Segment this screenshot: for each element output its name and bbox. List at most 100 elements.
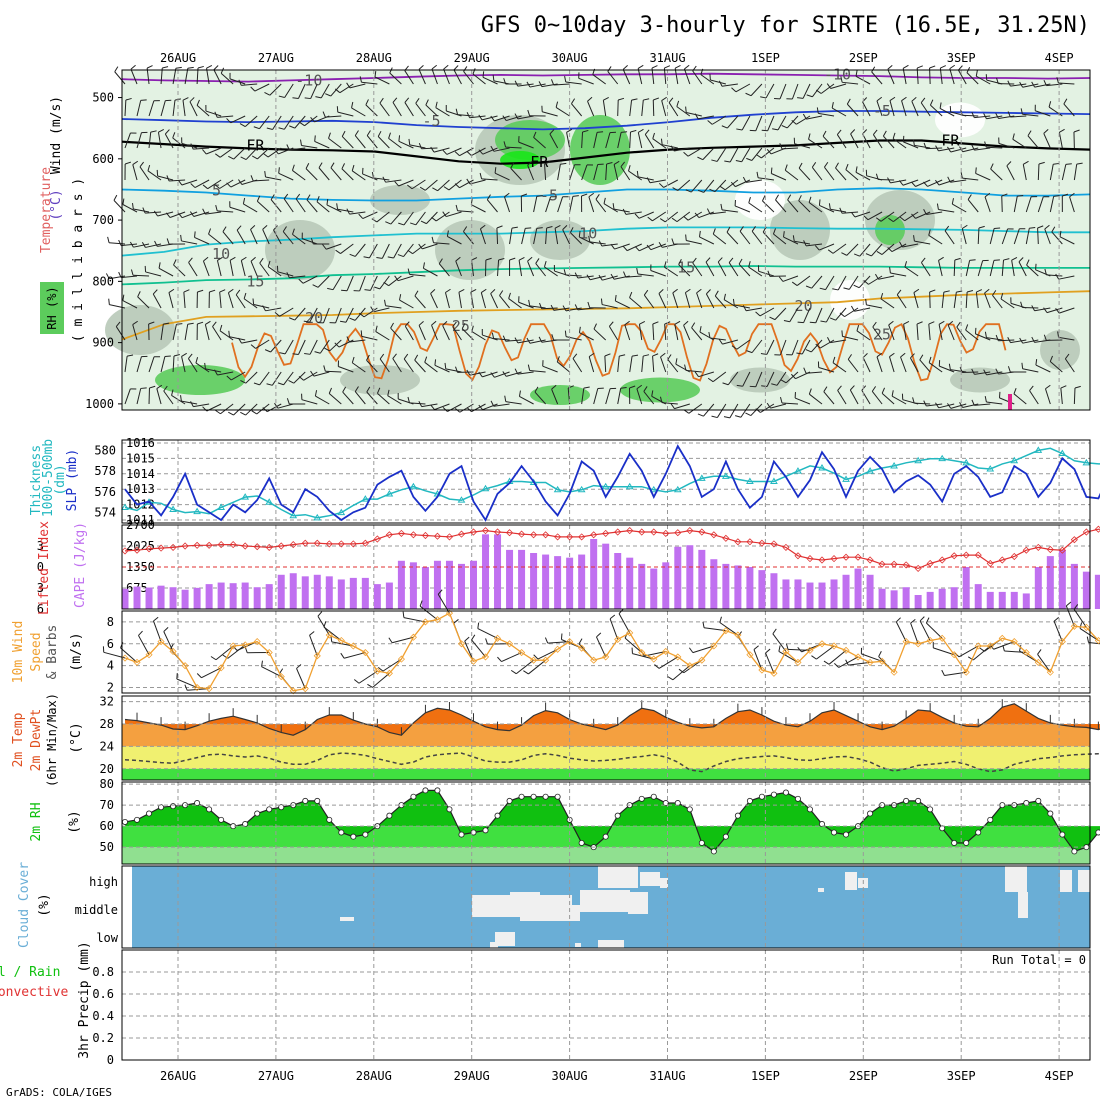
cape-bar <box>301 576 309 609</box>
wind-barb-flag <box>850 129 856 135</box>
wind-barb <box>1022 164 1027 181</box>
wind-barb-flag <box>630 129 637 133</box>
wind-barb <box>207 179 222 190</box>
wind-barb-flag <box>929 289 936 293</box>
wind-barb <box>753 649 763 671</box>
wind-barb-flag <box>971 368 975 375</box>
axis-label: (°C) <box>69 722 84 753</box>
wind-barb-flag <box>651 390 654 397</box>
wind-barb-flag <box>708 331 711 339</box>
wind-barb-flag <box>1007 366 1011 373</box>
wind-barb-flag <box>638 128 644 133</box>
wind-barb-flag <box>735 159 742 163</box>
cape-bar <box>518 549 526 609</box>
cloud-cell <box>628 892 648 914</box>
wind-barb <box>751 230 763 245</box>
wind-barb-flag <box>480 224 486 230</box>
wind-barb-flag <box>1055 273 1060 280</box>
wind-barb <box>267 266 282 277</box>
wind-barb-flag <box>323 365 326 372</box>
wind-barb <box>920 102 931 117</box>
wind-barb-flag <box>292 353 299 355</box>
wind-barb-flag <box>1020 108 1023 115</box>
wind-barb <box>352 362 366 373</box>
wind-barb <box>486 199 498 213</box>
wind-barb-flag <box>818 199 821 206</box>
wind-barb <box>309 339 318 355</box>
tick-label: 50 <box>100 840 114 854</box>
rh-point <box>1071 848 1078 855</box>
wind-barb-flag <box>990 163 994 170</box>
wind-barb-flag <box>1027 130 1032 137</box>
wind-barb-flag <box>274 149 279 155</box>
wind-barb <box>220 403 234 415</box>
wind-barb <box>976 75 991 85</box>
wind-barb-flag <box>912 397 915 404</box>
wind-barb <box>748 202 763 213</box>
wind-barb <box>712 371 727 383</box>
wind-barb <box>842 81 859 85</box>
wind-barb <box>617 356 620 373</box>
wind-barb-flag <box>1073 129 1080 133</box>
cape-bar <box>710 559 718 609</box>
wind-barb-flag <box>138 630 143 636</box>
wind-barb-flag <box>791 120 797 125</box>
wind-barb <box>1073 387 1076 405</box>
rh-point <box>638 795 645 802</box>
wind-barb <box>617 132 622 149</box>
wind-barb <box>910 357 919 373</box>
lifted-index-point <box>686 527 694 535</box>
wind-speed-point <box>686 662 694 670</box>
wind-barb <box>227 292 234 309</box>
wind-barb-flag <box>358 213 364 219</box>
wind-barb <box>414 295 426 309</box>
wind-barb <box>147 170 162 181</box>
wind-barb <box>160 100 166 117</box>
wind-barb-flag <box>197 289 204 293</box>
wind-barb <box>974 371 991 375</box>
wind-barb <box>636 388 643 405</box>
wind-barb-flag <box>571 98 576 104</box>
lifted-index-point <box>421 531 429 540</box>
cape-bar <box>770 573 778 609</box>
wind-barb <box>391 636 414 644</box>
wind-barb-flag <box>146 65 153 69</box>
wind-speed-point <box>265 648 273 657</box>
wind-barb-flag <box>586 274 591 281</box>
wind-barb-flag <box>177 179 183 186</box>
wind-barb <box>181 356 186 373</box>
wind-barb-flag <box>688 647 694 653</box>
dew-band <box>122 746 1090 769</box>
wind-barb-flag <box>808 133 811 140</box>
cape-bar <box>746 567 754 609</box>
wind-barb-flag <box>751 226 756 232</box>
wind-barb <box>471 204 486 213</box>
wind-barb-flag <box>604 353 611 357</box>
wind-barb <box>684 292 691 309</box>
wind-barb-flag <box>619 354 626 357</box>
wind-barb-flag <box>105 273 110 279</box>
wind-barb <box>1064 358 1075 373</box>
wind-barb <box>267 147 282 158</box>
wind-barb <box>250 261 258 277</box>
wind-barb-flag <box>760 96 767 99</box>
wind-barb-flag <box>490 145 495 152</box>
wind-barb <box>641 356 644 373</box>
wind-barb-flag <box>1023 160 1029 165</box>
wind-barb-flag <box>925 617 930 624</box>
wind-barb <box>577 307 594 311</box>
wind-barb-flag <box>995 368 999 375</box>
wind-barb-flag <box>791 281 798 286</box>
wind-barb <box>614 243 630 250</box>
wind-barb-flag <box>717 257 723 263</box>
wind-barb-flag <box>832 288 839 291</box>
wind-barb <box>421 403 438 408</box>
wind-barb <box>279 307 294 317</box>
wind-barb <box>602 275 618 281</box>
wind-barb-flag <box>346 336 350 343</box>
wind-barb <box>1035 110 1051 117</box>
lifted-index-point <box>734 538 742 546</box>
lifted-index-point <box>518 530 526 538</box>
rh-point <box>146 810 153 817</box>
wind-barb-flag <box>739 226 744 232</box>
